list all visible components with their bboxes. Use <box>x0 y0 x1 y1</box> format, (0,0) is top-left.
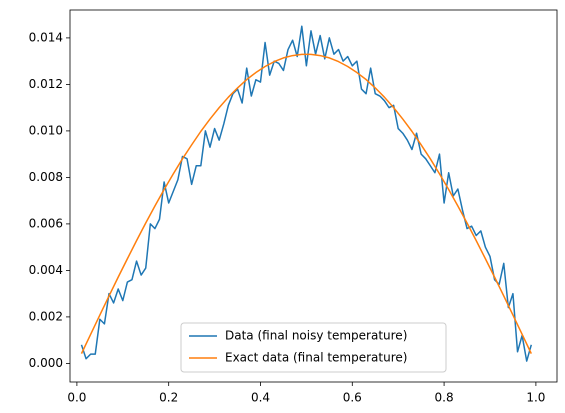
data-line <box>80 25 533 362</box>
y-tick-label: 0.004 <box>29 263 63 277</box>
x-tick-label: 0.4 <box>251 391 270 405</box>
legend-label: Exact data (final temperature) <box>225 351 407 365</box>
data-line <box>80 53 532 354</box>
legend-box <box>180 322 447 373</box>
x-tick-label: 0.2 <box>159 391 178 405</box>
axes-frame <box>69 9 558 383</box>
x-tick-label: 0.6 <box>343 391 362 405</box>
legend-label: Data (final noisy temperature) <box>225 329 407 343</box>
x-tick-label: 0.0 <box>67 391 86 405</box>
y-tick-label: 0.000 <box>29 356 63 370</box>
y-tick-label: 0.012 <box>29 77 63 91</box>
x-tick-label: 0.8 <box>435 391 454 405</box>
x-tick-label: 1.0 <box>526 391 545 405</box>
y-tick-label: 0.008 <box>29 170 63 184</box>
y-tick-label: 0.014 <box>29 30 63 44</box>
y-tick-label: 0.010 <box>29 123 63 137</box>
y-tick-label: 0.006 <box>29 216 63 230</box>
y-tick-label: 0.002 <box>29 309 63 323</box>
legend: Data (final noisy temperature) Exact data… <box>180 322 447 373</box>
